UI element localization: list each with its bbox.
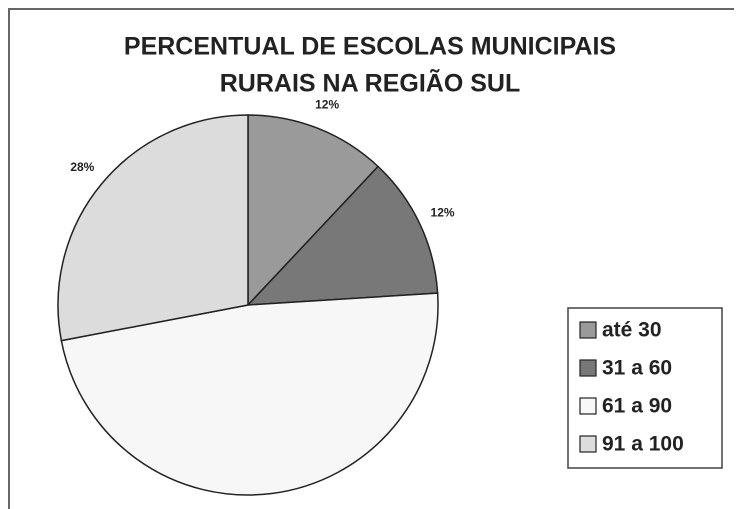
legend-swatch <box>579 321 597 339</box>
pie-slice <box>57 114 249 342</box>
legend-swatch <box>579 397 597 415</box>
chart-title: PERCENTUAL DE ESCOLAS MUNICIPAIS <box>124 33 616 61</box>
pie-slice <box>60 292 439 496</box>
legend-swatch <box>579 359 597 377</box>
value-label: 28% <box>70 160 94 174</box>
legend-label: até 30 <box>602 319 662 342</box>
legend-label: 91 a 100 <box>602 433 684 456</box>
pie-slice <box>247 114 380 307</box>
value-label: 12% <box>431 206 455 220</box>
legend-label: 61 a 90 <box>602 395 672 418</box>
pie-slice <box>246 165 439 306</box>
value-label: 12% <box>315 97 339 111</box>
legend-label: 31 a 60 <box>602 357 672 380</box>
legend-swatch <box>579 435 597 453</box>
chart-title: RURAIS NA REGIÃO SUL <box>220 68 520 98</box>
frame <box>8 8 734 509</box>
